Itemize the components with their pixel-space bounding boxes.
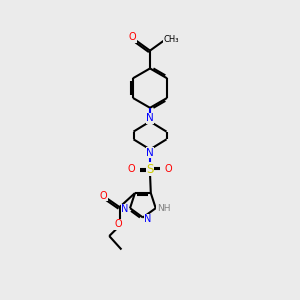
Text: O: O [128, 164, 135, 174]
Text: N: N [121, 204, 128, 214]
Text: O: O [115, 219, 122, 229]
Text: S: S [146, 163, 154, 176]
Text: NH: NH [157, 204, 170, 213]
Text: N: N [144, 214, 152, 224]
Text: O: O [165, 164, 172, 174]
Text: O: O [99, 191, 107, 201]
Text: CH₃: CH₃ [164, 35, 179, 44]
Text: N: N [146, 148, 154, 158]
Text: N: N [146, 113, 154, 123]
Text: O: O [129, 32, 136, 43]
